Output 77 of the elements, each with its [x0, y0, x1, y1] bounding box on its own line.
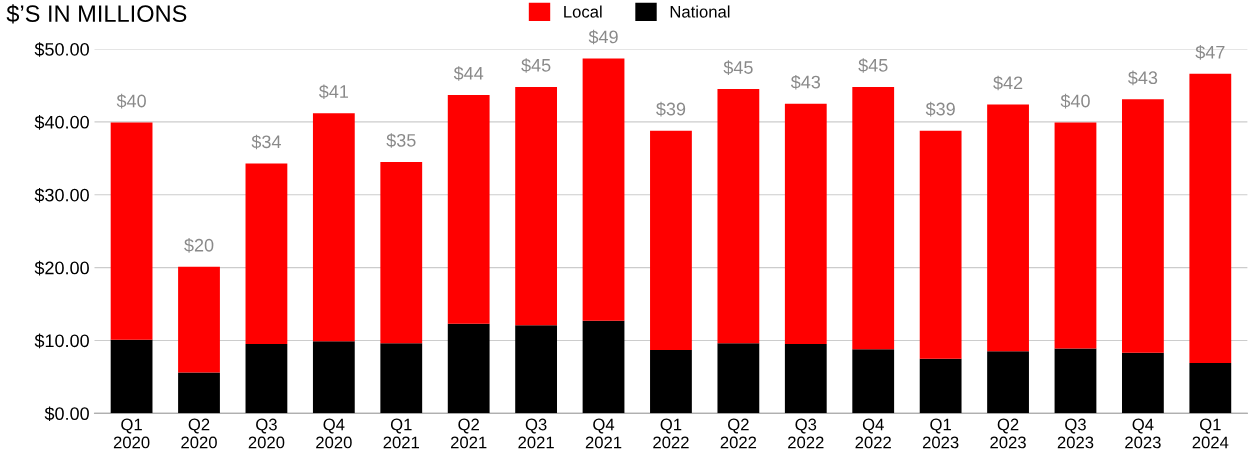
x-tick-label: Q1 2020: [113, 418, 150, 449]
total-label: $47: [1195, 45, 1225, 60]
bar: [178, 372, 220, 414]
bar: [110, 339, 153, 414]
total-label: $45: [723, 60, 753, 75]
x-tick-label: Q3 2021: [518, 418, 554, 449]
bar: [582, 58, 625, 321]
total-label: $40: [1060, 93, 1090, 109]
y-tick-label: $30.00: [34, 187, 89, 203]
x-tick-label: Q2 2021: [450, 418, 487, 449]
x-tick-label: Q1 2023: [922, 418, 959, 449]
bar: [987, 104, 1029, 352]
x-tick-label: Q4 2022: [855, 418, 891, 449]
y-tick-label: $40.00: [34, 115, 89, 130]
bar: [515, 86, 558, 326]
x-tick-label: Q1 2021: [383, 418, 419, 449]
x-tick-label: Q2 2022: [720, 418, 757, 449]
total-label: $42: [993, 75, 1023, 91]
total-label: $34: [251, 134, 281, 150]
total-label: $45: [521, 58, 551, 73]
y-tick-label: $10.00: [34, 333, 89, 349]
bar: [919, 358, 962, 414]
legend-label: Local: [564, 5, 602, 18]
bar: [987, 351, 1029, 414]
x-tick-label: Q4 2020: [316, 418, 352, 449]
y-tick-label: $20.00: [34, 260, 89, 276]
x-tick-label: Q2 2020: [181, 418, 217, 449]
bar: [110, 122, 153, 340]
total-label: $49: [588, 29, 618, 45]
total-label: $39: [925, 101, 955, 117]
bar: [784, 103, 827, 345]
total-label: $35: [386, 133, 416, 148]
total-label: $40: [116, 93, 146, 109]
chart-title: $’S IN MILLIONS: [6, 4, 187, 24]
x-tick-label: Q4 2023: [1125, 418, 1161, 449]
bar: [1054, 348, 1097, 414]
total-label: $44: [453, 66, 484, 81]
bar: [784, 344, 827, 414]
bar: [852, 349, 895, 414]
bar: [178, 266, 220, 373]
y-tick-label: $50.00: [34, 42, 89, 57]
bar: [919, 130, 962, 359]
bar: [582, 320, 625, 414]
bar: [245, 344, 288, 414]
total-label: $45: [858, 58, 888, 73]
bar: [380, 161, 423, 344]
bar: [650, 349, 692, 414]
bar: [717, 89, 760, 344]
x-tick-label: Q3 2023: [1057, 418, 1094, 449]
bar: [1122, 99, 1164, 353]
x-tick-label: Q2 2023: [990, 418, 1026, 449]
bar: [245, 163, 288, 345]
total-label: $43: [790, 74, 821, 90]
bar: [1054, 122, 1097, 349]
total-label: $43: [1128, 70, 1158, 86]
bar: [1189, 73, 1232, 364]
x-tick-label: Q3 2022: [788, 418, 824, 449]
x-tick-label: Q1 2024: [1192, 418, 1229, 449]
bar: [1189, 363, 1232, 414]
bar: [447, 94, 490, 324]
bar: [717, 343, 760, 414]
y-tick-label: $0.00: [44, 406, 89, 422]
bar: [312, 341, 355, 414]
x-tick-label: Q4 2021: [585, 418, 622, 449]
bar: [312, 113, 355, 342]
total-label: $41: [318, 84, 349, 99]
bar: [650, 130, 692, 350]
bar: [447, 323, 490, 414]
x-tick-label: Q3 2020: [248, 418, 285, 449]
bar: [852, 86, 895, 350]
bar: [1122, 352, 1164, 414]
x-tick-label: Q1 2022: [653, 418, 689, 449]
total-label: $39: [656, 101, 686, 117]
legend-label: National: [670, 5, 730, 18]
bar: [380, 343, 423, 414]
bar: [515, 325, 558, 414]
total-label: $20: [184, 238, 214, 253]
